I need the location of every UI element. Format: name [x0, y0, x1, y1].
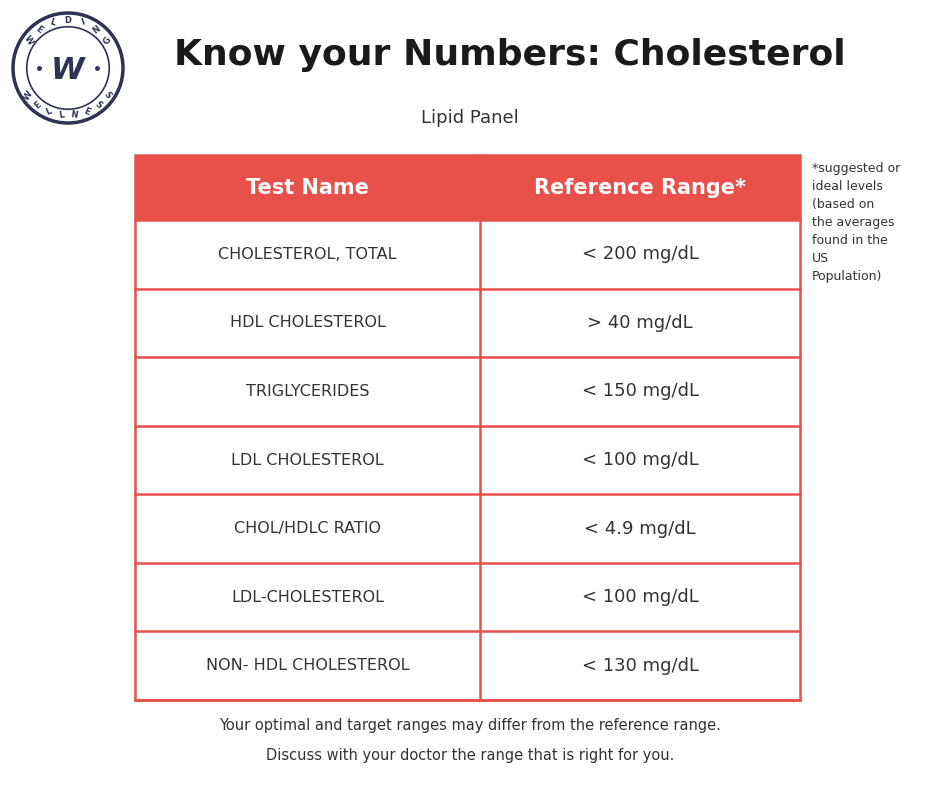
Text: < 130 mg/dL: < 130 mg/dL: [582, 656, 698, 675]
Text: Know your Numbers: Cholesterol: Know your Numbers: Cholesterol: [174, 38, 846, 72]
Text: < 150 mg/dL: < 150 mg/dL: [582, 382, 698, 400]
Text: S: S: [102, 91, 113, 101]
Text: CHOLESTEROL, TOTAL: CHOLESTEROL, TOTAL: [218, 247, 397, 262]
Text: Your optimal and target ranges may differ from the reference range.: Your optimal and target ranges may diffe…: [219, 718, 721, 733]
Circle shape: [13, 13, 123, 123]
Text: W: W: [51, 55, 85, 84]
Text: L: L: [45, 106, 53, 117]
Text: E: E: [83, 106, 91, 117]
Bar: [135, 288, 800, 357]
Bar: [135, 357, 800, 426]
Text: < 100 mg/dL: < 100 mg/dL: [582, 451, 698, 469]
Text: *suggested or
ideal levels
(based on
the averages
found in the
US
Population): *suggested or ideal levels (based on the…: [812, 162, 901, 283]
Text: W: W: [23, 89, 35, 102]
Text: CHOL/HDLC RATIO: CHOL/HDLC RATIO: [234, 521, 381, 536]
Text: LDL CHOLESTEROL: LDL CHOLESTEROL: [231, 452, 384, 467]
Text: E: E: [35, 24, 44, 35]
Text: E: E: [33, 100, 42, 110]
Text: N: N: [70, 110, 79, 121]
Bar: [135, 426, 800, 494]
Text: NON- HDL CHOLESTEROL: NON- HDL CHOLESTEROL: [206, 658, 409, 673]
Text: D: D: [65, 16, 71, 24]
Text: G: G: [102, 35, 113, 46]
Text: I: I: [80, 18, 86, 28]
Text: N: N: [91, 24, 102, 35]
Text: W: W: [23, 34, 35, 47]
Text: < 4.9 mg/dL: < 4.9 mg/dL: [584, 519, 696, 537]
Bar: [135, 155, 800, 700]
Bar: [135, 155, 800, 220]
Bar: [135, 563, 800, 631]
Text: Lipid Panel: Lipid Panel: [421, 109, 519, 127]
Text: LDL-CHOLESTEROL: LDL-CHOLESTEROL: [231, 589, 384, 604]
Text: Reference Range*: Reference Range*: [534, 177, 746, 198]
Text: < 100 mg/dL: < 100 mg/dL: [582, 588, 698, 606]
Circle shape: [26, 27, 109, 110]
Bar: [135, 220, 800, 288]
Text: TRIGLYCERIDES: TRIGLYCERIDES: [245, 384, 369, 399]
Bar: [135, 631, 800, 700]
Text: < 200 mg/dL: < 200 mg/dL: [582, 245, 698, 263]
Text: L: L: [58, 110, 65, 121]
Text: > 40 mg/dL: > 40 mg/dL: [588, 314, 693, 332]
Text: S: S: [93, 99, 103, 110]
Text: Discuss with your doctor the range that is right for you.: Discuss with your doctor the range that …: [266, 748, 674, 763]
Text: Test Name: Test Name: [246, 177, 368, 198]
Text: L: L: [49, 17, 56, 28]
Text: HDL CHOLESTEROL: HDL CHOLESTEROL: [229, 315, 385, 330]
Bar: [135, 494, 800, 563]
